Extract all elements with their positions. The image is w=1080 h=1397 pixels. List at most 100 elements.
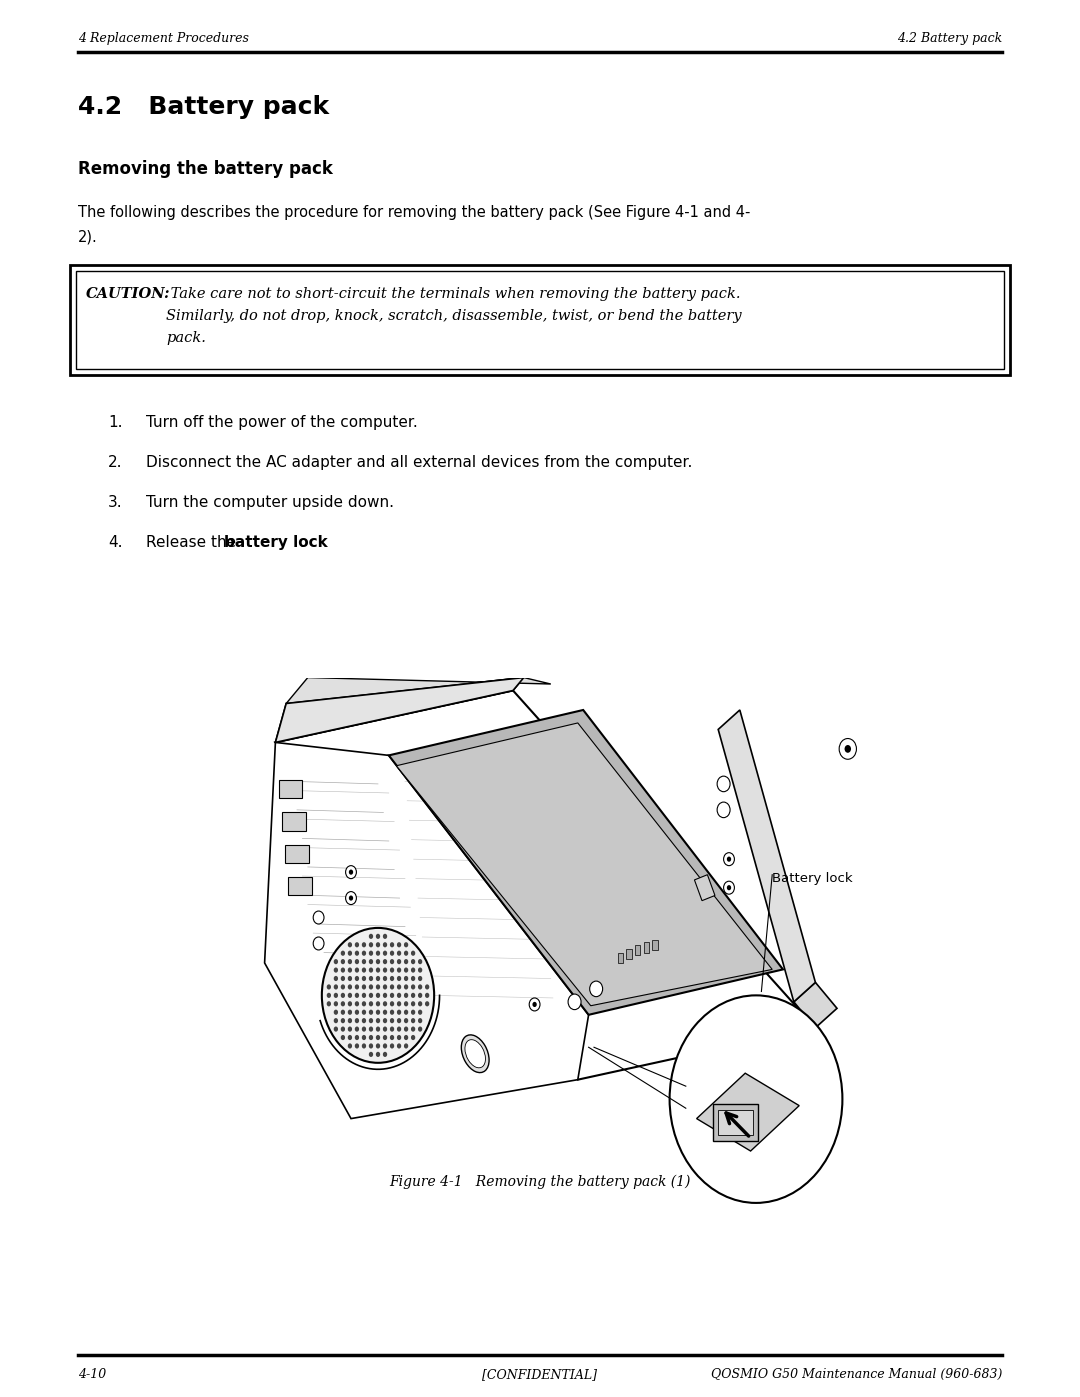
Circle shape	[348, 1044, 352, 1049]
Circle shape	[845, 745, 851, 753]
Circle shape	[396, 977, 402, 981]
Circle shape	[424, 993, 430, 997]
Circle shape	[410, 1010, 415, 1014]
Circle shape	[354, 993, 359, 997]
Circle shape	[348, 1018, 352, 1023]
Circle shape	[334, 993, 338, 997]
Circle shape	[376, 1035, 380, 1041]
Text: QOSMIO G50 Maintenance Manual (960-683): QOSMIO G50 Maintenance Manual (960-683)	[711, 1368, 1002, 1382]
Circle shape	[382, 1052, 388, 1058]
Circle shape	[590, 981, 603, 996]
Circle shape	[368, 968, 374, 972]
Circle shape	[334, 968, 338, 972]
Circle shape	[368, 977, 374, 981]
Circle shape	[390, 977, 394, 981]
Circle shape	[404, 950, 408, 956]
Circle shape	[418, 993, 422, 997]
Text: 1.: 1.	[108, 415, 122, 430]
Circle shape	[410, 950, 415, 956]
Circle shape	[424, 985, 430, 989]
Circle shape	[334, 1010, 338, 1014]
Circle shape	[348, 1010, 352, 1014]
Circle shape	[340, 977, 346, 981]
Circle shape	[348, 985, 352, 989]
Text: Similarly, do not drop, knock, scratch, disassemble, twist, or bend the battery: Similarly, do not drop, knock, scratch, …	[166, 309, 742, 323]
Circle shape	[362, 1010, 366, 1014]
Circle shape	[724, 882, 734, 894]
Ellipse shape	[464, 1039, 486, 1067]
Text: Disconnect the AC adapter and all external devices from the computer.: Disconnect the AC adapter and all extern…	[146, 455, 692, 469]
Circle shape	[532, 1002, 537, 1007]
Circle shape	[362, 968, 366, 972]
Circle shape	[418, 1010, 422, 1014]
Circle shape	[410, 968, 415, 972]
Circle shape	[410, 1027, 415, 1031]
Circle shape	[368, 993, 374, 997]
Circle shape	[396, 1035, 402, 1041]
Circle shape	[348, 1002, 352, 1006]
Circle shape	[404, 1002, 408, 1006]
Bar	[635, 944, 640, 956]
Circle shape	[340, 1018, 346, 1023]
Circle shape	[348, 977, 352, 981]
Circle shape	[354, 1035, 359, 1041]
Circle shape	[404, 985, 408, 989]
Circle shape	[368, 950, 374, 956]
Text: battery lock: battery lock	[224, 535, 327, 550]
Circle shape	[362, 977, 366, 981]
Circle shape	[390, 985, 394, 989]
Bar	[718, 1109, 753, 1136]
Circle shape	[340, 1035, 346, 1041]
Text: Removing the battery pack: Removing the battery pack	[78, 161, 333, 177]
Circle shape	[382, 1002, 388, 1006]
Circle shape	[376, 985, 380, 989]
Circle shape	[382, 977, 388, 981]
Circle shape	[382, 985, 388, 989]
Polygon shape	[286, 678, 551, 704]
Circle shape	[396, 993, 402, 997]
Circle shape	[376, 1052, 380, 1058]
Circle shape	[348, 942, 352, 947]
Circle shape	[326, 985, 330, 989]
Circle shape	[362, 1044, 366, 1049]
Circle shape	[334, 1018, 338, 1023]
Bar	[288, 877, 312, 895]
Circle shape	[340, 985, 346, 989]
Circle shape	[717, 802, 730, 817]
Circle shape	[313, 937, 324, 950]
Text: 4.2 Battery pack: 4.2 Battery pack	[896, 32, 1002, 45]
Circle shape	[382, 1027, 388, 1031]
Circle shape	[354, 1027, 359, 1031]
Bar	[70, 265, 1010, 374]
Text: Turn off the power of the computer.: Turn off the power of the computer.	[146, 415, 418, 430]
Polygon shape	[794, 982, 837, 1028]
Circle shape	[368, 942, 374, 947]
Circle shape	[418, 958, 422, 964]
Circle shape	[390, 993, 394, 997]
Circle shape	[362, 1018, 366, 1023]
Circle shape	[376, 1002, 380, 1006]
Circle shape	[354, 942, 359, 947]
Circle shape	[727, 856, 731, 862]
Circle shape	[727, 886, 731, 890]
Circle shape	[404, 958, 408, 964]
Circle shape	[390, 1027, 394, 1031]
Circle shape	[368, 1044, 374, 1049]
Circle shape	[340, 958, 346, 964]
Circle shape	[724, 852, 734, 866]
Circle shape	[410, 993, 415, 997]
Polygon shape	[389, 710, 783, 1014]
Circle shape	[390, 1002, 394, 1006]
Circle shape	[376, 958, 380, 964]
Bar	[282, 813, 306, 831]
Circle shape	[348, 1027, 352, 1031]
Circle shape	[334, 1002, 338, 1006]
Polygon shape	[694, 875, 715, 901]
Circle shape	[404, 993, 408, 997]
Circle shape	[340, 968, 346, 972]
Circle shape	[390, 958, 394, 964]
Circle shape	[340, 1010, 346, 1014]
Circle shape	[340, 1027, 346, 1031]
Circle shape	[382, 1035, 388, 1041]
Circle shape	[404, 1010, 408, 1014]
